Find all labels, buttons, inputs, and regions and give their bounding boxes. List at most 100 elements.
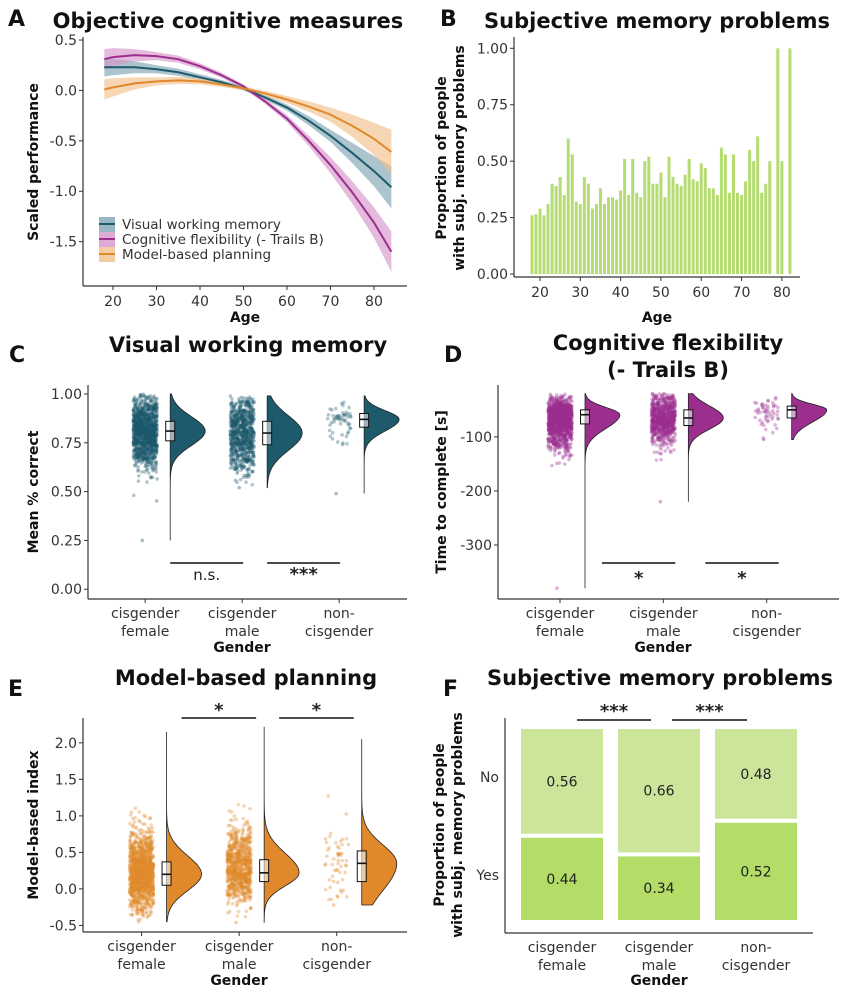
data-point [141, 431, 146, 435]
data-point [245, 460, 249, 465]
data-point [143, 431, 148, 436]
data-point [564, 440, 569, 445]
data-point [143, 442, 148, 446]
data-point [131, 440, 136, 445]
bar-age-36 [602, 204, 606, 275]
data-point [668, 423, 673, 427]
data-point [147, 459, 152, 463]
data-point [653, 393, 657, 397]
data-point [154, 459, 158, 464]
data-point [133, 806, 138, 810]
data-point [553, 447, 558, 452]
data-point [673, 398, 677, 403]
data-point [668, 401, 672, 405]
data-point [155, 477, 159, 481]
data-point [559, 393, 563, 398]
data-point [134, 445, 139, 449]
data-point [154, 443, 158, 447]
data-point [150, 410, 154, 415]
data-point [243, 446, 248, 451]
data-point [149, 449, 154, 454]
data-point [558, 418, 563, 423]
data-point [230, 420, 235, 425]
data-point [561, 436, 566, 441]
data-point [150, 455, 155, 460]
panel-a-x-tick-label: 40 [191, 294, 209, 310]
bar-age-19 [534, 214, 538, 275]
data-point [154, 449, 159, 454]
data-point [147, 437, 152, 441]
data-point [145, 431, 150, 436]
data-point [136, 441, 140, 446]
data-point [568, 434, 573, 438]
data-point [153, 427, 157, 432]
data-point [670, 435, 675, 440]
data-point [325, 416, 330, 421]
data-point [567, 457, 571, 462]
bar-age-65 [719, 147, 723, 275]
half-violin [169, 393, 206, 541]
data-point [142, 433, 147, 437]
data-point [250, 437, 255, 442]
data-point [150, 475, 155, 480]
data-point [132, 419, 136, 424]
data-point [137, 459, 141, 464]
data-point [138, 424, 143, 429]
bar-age-49 [655, 183, 659, 275]
data-point [134, 419, 139, 424]
panel-a-y-tick-label: 0.0 [55, 83, 77, 99]
panel-letter-a: A [8, 7, 25, 32]
data-point [345, 442, 349, 446]
data-point [133, 438, 137, 442]
bar-age-74 [756, 136, 760, 275]
data-point [231, 434, 236, 438]
data-point [141, 450, 145, 454]
data-point [229, 438, 233, 443]
panel-c-y-tick-label: 0.75 [51, 436, 82, 452]
data-point [154, 443, 159, 448]
data-point [141, 424, 146, 428]
data-point [152, 433, 156, 437]
data-point [131, 443, 136, 447]
data-point [135, 428, 140, 433]
panel-e-ylabel: Model-based index [26, 750, 42, 899]
data-point [135, 429, 140, 433]
data-point [138, 409, 143, 414]
data-point [146, 436, 151, 441]
data-point [142, 420, 146, 425]
data-point [142, 399, 146, 404]
bar-age-54 [675, 183, 679, 275]
data-point [346, 423, 351, 427]
data-point [651, 406, 656, 411]
data-point [148, 415, 152, 420]
bar-age-69 [736, 192, 740, 275]
data-point [663, 449, 667, 453]
data-point [145, 439, 150, 443]
data-point [142, 425, 146, 430]
data-point [149, 423, 154, 428]
panel-c-raincloud: 0.000.250.500.751.00cisgenderfemalecisge… [51, 385, 407, 640]
data-point [560, 402, 565, 407]
panel-c-significance-label: *** [290, 564, 319, 585]
data-point [152, 467, 156, 472]
bar-age-40 [619, 190, 623, 275]
data-point [229, 427, 234, 432]
data-point [147, 829, 152, 834]
data-point [153, 403, 158, 407]
data-point [144, 428, 149, 432]
data-point [154, 406, 158, 410]
data-point [143, 402, 148, 406]
data-point [140, 442, 145, 446]
data-point [135, 432, 140, 437]
data-point [142, 429, 147, 434]
data-point [330, 437, 335, 441]
boxplot-box [786, 405, 797, 419]
data-point [235, 421, 240, 426]
data-point [142, 442, 147, 446]
data-point [135, 398, 139, 402]
data-point [140, 453, 145, 458]
data-point [137, 417, 142, 422]
data-point [552, 403, 556, 408]
data-point [134, 399, 139, 404]
data-point [655, 432, 659, 436]
